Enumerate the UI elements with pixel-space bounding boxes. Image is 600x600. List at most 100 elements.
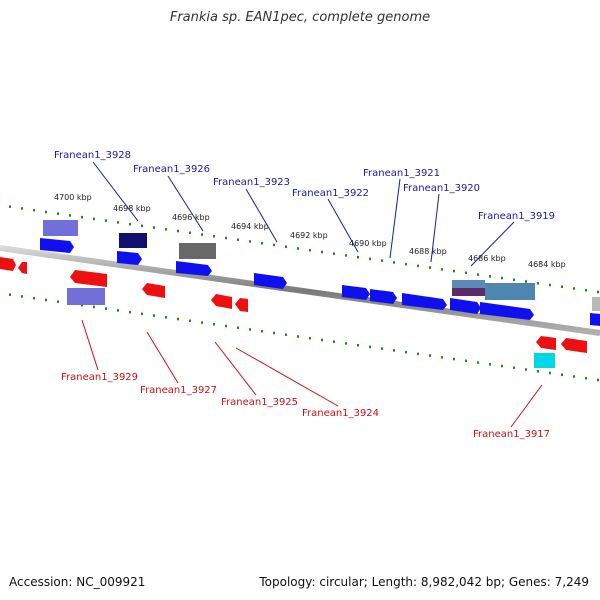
gene-feature[interactable] (561, 338, 587, 353)
scale-tick (477, 273, 479, 276)
feature-block[interactable] (592, 297, 600, 311)
scale-tick (81, 303, 83, 307)
tick-label-4696: 4696 kbp (172, 213, 210, 222)
scale-tick (465, 271, 467, 275)
feature-block[interactable] (67, 288, 105, 305)
feature-block[interactable] (452, 288, 485, 296)
scale-tick (141, 312, 143, 316)
scale-tick (201, 321, 203, 324)
scale-tick (9, 205, 11, 208)
leader-line (327, 198, 359, 253)
gene-label-franean1-3927[interactable]: Franean1_3927 (140, 385, 217, 396)
scale-tick (585, 288, 587, 292)
gene-feature[interactable] (370, 289, 397, 304)
scale-tick (381, 259, 383, 262)
scale-tick (165, 228, 167, 231)
gene-feature[interactable] (536, 336, 556, 350)
gene-feature[interactable] (235, 298, 248, 312)
scale-tick (561, 373, 563, 376)
gene-feature[interactable] (402, 293, 447, 310)
scale-tick (21, 207, 23, 210)
forward-gene-labels: Franean1_3928 Franean1_3926 Franean1_392… (54, 150, 555, 222)
gene-feature[interactable] (40, 238, 74, 253)
scale-tick (321, 250, 323, 254)
scale-tick (93, 305, 95, 309)
gene-feature[interactable] (480, 302, 534, 320)
feature-block[interactable] (119, 233, 147, 248)
gene-feature[interactable] (117, 251, 142, 265)
gene-label-franean1-3917[interactable]: Franean1_3917 (473, 429, 550, 440)
gene-feature[interactable] (342, 285, 370, 300)
scale-tick (309, 248, 311, 252)
gene-label-franean1-3919[interactable]: Franean1_3919 (478, 211, 555, 222)
scale-tick (501, 276, 503, 280)
tick-label-4698: 4698 kbp (113, 204, 151, 213)
scale-tick (357, 255, 359, 259)
scale-tick (597, 378, 599, 382)
scale-tick (513, 278, 515, 282)
gene-feature[interactable] (254, 273, 287, 289)
scale-tick (393, 349, 395, 352)
scale-tick (93, 217, 95, 221)
gene-label-franean1-3926[interactable]: Franean1_3926 (133, 164, 210, 175)
scale-tick (321, 338, 323, 342)
reverse-gene-labels: Franean1_3929 Franean1_3927 Franean1_392… (61, 372, 550, 440)
scale-tick (441, 356, 443, 359)
forward-genes (40, 220, 600, 326)
gene-label-franean1-3929[interactable]: Franean1_3929 (61, 372, 138, 383)
scale-tick (177, 317, 179, 321)
scale-tick (33, 208, 35, 212)
gene-label-franean1-3923[interactable]: Franean1_3923 (213, 177, 290, 188)
scale-tick (369, 257, 371, 261)
gene-feature[interactable] (211, 294, 232, 309)
tick-labels: 4700 kbp 4698 kbp 4696 kbp 4694 kbp 4692… (54, 193, 566, 269)
scale-tick (225, 324, 227, 328)
reverse-genes (0, 257, 587, 368)
leader-line (430, 193, 440, 263)
scale-tick (297, 335, 299, 338)
gene-label-franean1-3920[interactable]: Franean1_3920 (403, 183, 480, 194)
feature-block[interactable] (43, 220, 78, 236)
scale-tick (153, 226, 155, 229)
leader-line (470, 221, 515, 267)
scale-tick (141, 224, 143, 228)
scale-tick (237, 326, 239, 330)
scale-tick (453, 357, 455, 361)
genome-backbone (0, 245, 600, 336)
feature-block[interactable] (485, 283, 535, 300)
scale-tick (333, 252, 335, 255)
scale-tick (549, 371, 551, 375)
leader-line (235, 347, 339, 407)
scale-tick (573, 375, 575, 378)
scale-tick (465, 359, 467, 363)
gene-feature[interactable] (0, 257, 16, 271)
gene-feature[interactable] (142, 283, 165, 298)
gene-feature[interactable] (590, 313, 600, 326)
scale-tick (273, 243, 275, 247)
gene-feature[interactable] (450, 298, 481, 314)
gene-feature[interactable] (70, 270, 107, 287)
scale-tick (117, 309, 119, 312)
gene-label-franean1-3928[interactable]: Franean1_3928 (54, 150, 131, 161)
gene-label-franean1-3924[interactable]: Franean1_3924 (302, 408, 379, 419)
scale-tick (393, 261, 395, 264)
gene-label-franean1-3922[interactable]: Franean1_3922 (292, 188, 369, 199)
scale-tick (189, 319, 191, 323)
gene-label-franean1-3925[interactable]: Franean1_3925 (221, 397, 298, 408)
feature-block[interactable] (534, 353, 555, 368)
scale-tick (225, 236, 227, 240)
gene-feature[interactable] (18, 262, 27, 274)
scale-tick (477, 361, 479, 364)
scale-tick (429, 266, 431, 269)
feature-block[interactable] (179, 243, 216, 259)
scale-tick (417, 264, 419, 268)
scale-tick (57, 300, 59, 303)
gene-label-franean1-3921[interactable]: Franean1_3921 (363, 168, 440, 179)
leader-line (214, 341, 257, 396)
scale-tick (405, 262, 407, 266)
scale-tick (33, 296, 35, 300)
scale-tick (129, 222, 131, 226)
scale-tracks (9, 205, 599, 382)
gene-feature[interactable] (176, 261, 212, 276)
scale-tick (537, 370, 539, 373)
